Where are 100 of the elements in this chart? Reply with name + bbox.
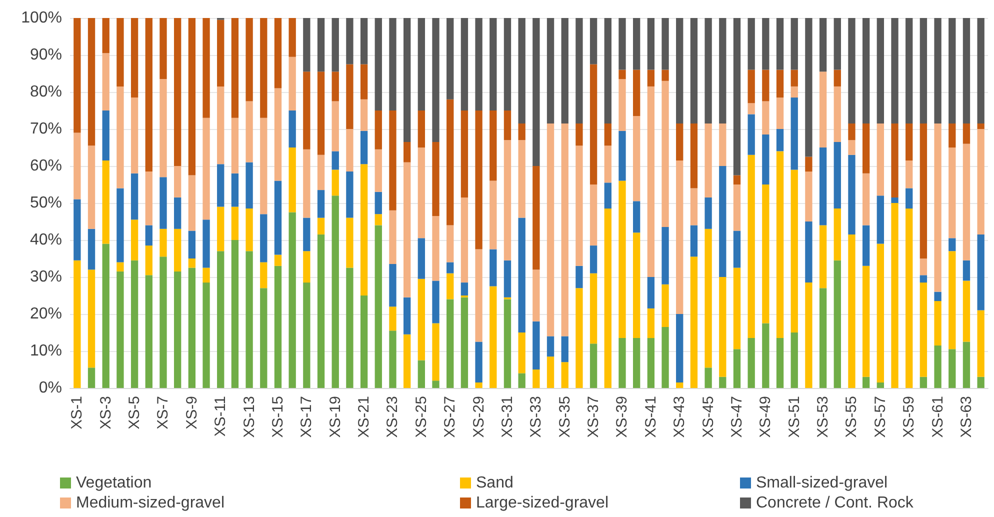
bar [102, 160, 110, 244]
bar [891, 197, 898, 203]
bar [346, 268, 354, 388]
bar [790, 86, 798, 98]
y-tick-label: 70% [30, 120, 62, 138]
bar [260, 118, 268, 214]
bar [260, 18, 268, 118]
bar [317, 72, 325, 155]
bar [374, 214, 382, 226]
bar [475, 18, 482, 110]
bar [805, 282, 812, 388]
bar [848, 123, 856, 140]
bar [188, 18, 196, 176]
bar [460, 110, 468, 198]
bar [475, 342, 482, 382]
bar [934, 123, 942, 292]
x-tick-label: XS-33 [528, 396, 545, 438]
bar [662, 70, 669, 81]
x-tick-label: XS-47 [728, 396, 746, 438]
bar [948, 238, 956, 252]
bar [274, 266, 282, 388]
bar [762, 18, 770, 70]
bar [962, 123, 970, 144]
x-tick-label: XS-63 [958, 396, 975, 438]
x-tick-label: XS-3 [97, 396, 114, 430]
bar [332, 170, 339, 196]
bar [116, 18, 124, 86]
bar [676, 382, 684, 388]
bar [145, 275, 152, 388]
bar [906, 208, 913, 388]
bar [862, 266, 870, 377]
bar [116, 271, 124, 388]
bar [460, 297, 468, 388]
bar [848, 234, 856, 388]
bar [776, 70, 784, 98]
x-tick-label: XS-45 [700, 396, 717, 438]
x-tick-label: XS-5 [126, 396, 144, 430]
bar [748, 154, 755, 338]
bar [748, 103, 755, 114]
bar [618, 180, 626, 338]
bar [719, 166, 726, 277]
bar [762, 323, 770, 388]
y-tick-label: 20% [30, 306, 62, 322]
bar [690, 123, 698, 188]
bar [790, 332, 798, 388]
bar [188, 230, 196, 258]
bar [590, 18, 598, 64]
bar [418, 360, 426, 388]
x-tick-label: XS-51 [786, 396, 803, 438]
bar [130, 98, 138, 174]
bar [202, 18, 210, 118]
bar [130, 18, 138, 98]
bar [374, 149, 382, 192]
bar [389, 330, 396, 388]
bar [834, 142, 841, 209]
bar [762, 70, 770, 102]
bar [518, 218, 526, 332]
bar [876, 382, 884, 388]
bar [662, 326, 669, 388]
y-tick-label: 90% [30, 46, 62, 64]
y-tick-label: 60% [30, 158, 62, 174]
bar [145, 246, 152, 276]
bar [632, 116, 640, 202]
bar [403, 334, 411, 388]
bar [906, 18, 913, 124]
bar [288, 148, 296, 212]
bar [403, 162, 411, 298]
bar [733, 230, 741, 268]
bar [532, 270, 540, 322]
bar [418, 18, 426, 110]
bar [662, 18, 669, 70]
bar [834, 18, 841, 70]
bar [862, 173, 870, 226]
bar [446, 18, 454, 100]
bar [834, 208, 841, 260]
bar [418, 148, 426, 238]
bar [604, 182, 612, 209]
bar [202, 268, 210, 283]
bar [576, 266, 583, 288]
bar [288, 18, 296, 57]
bar [662, 227, 669, 284]
bar [360, 130, 368, 164]
bar [332, 72, 339, 102]
bar [733, 175, 741, 184]
bar [934, 18, 942, 124]
bar [360, 64, 368, 100]
x-tick-label: XS-57 [872, 396, 889, 438]
bar [876, 18, 884, 124]
bar [848, 140, 856, 155]
bar [475, 110, 482, 250]
bar [948, 349, 956, 388]
bar [647, 18, 655, 70]
bar [819, 288, 827, 388]
bar [217, 86, 224, 164]
legend-label: Sand [476, 474, 514, 492]
bar [403, 297, 411, 334]
bar [74, 260, 81, 388]
bar [374, 192, 382, 214]
bar [748, 338, 755, 388]
bar [88, 228, 96, 270]
